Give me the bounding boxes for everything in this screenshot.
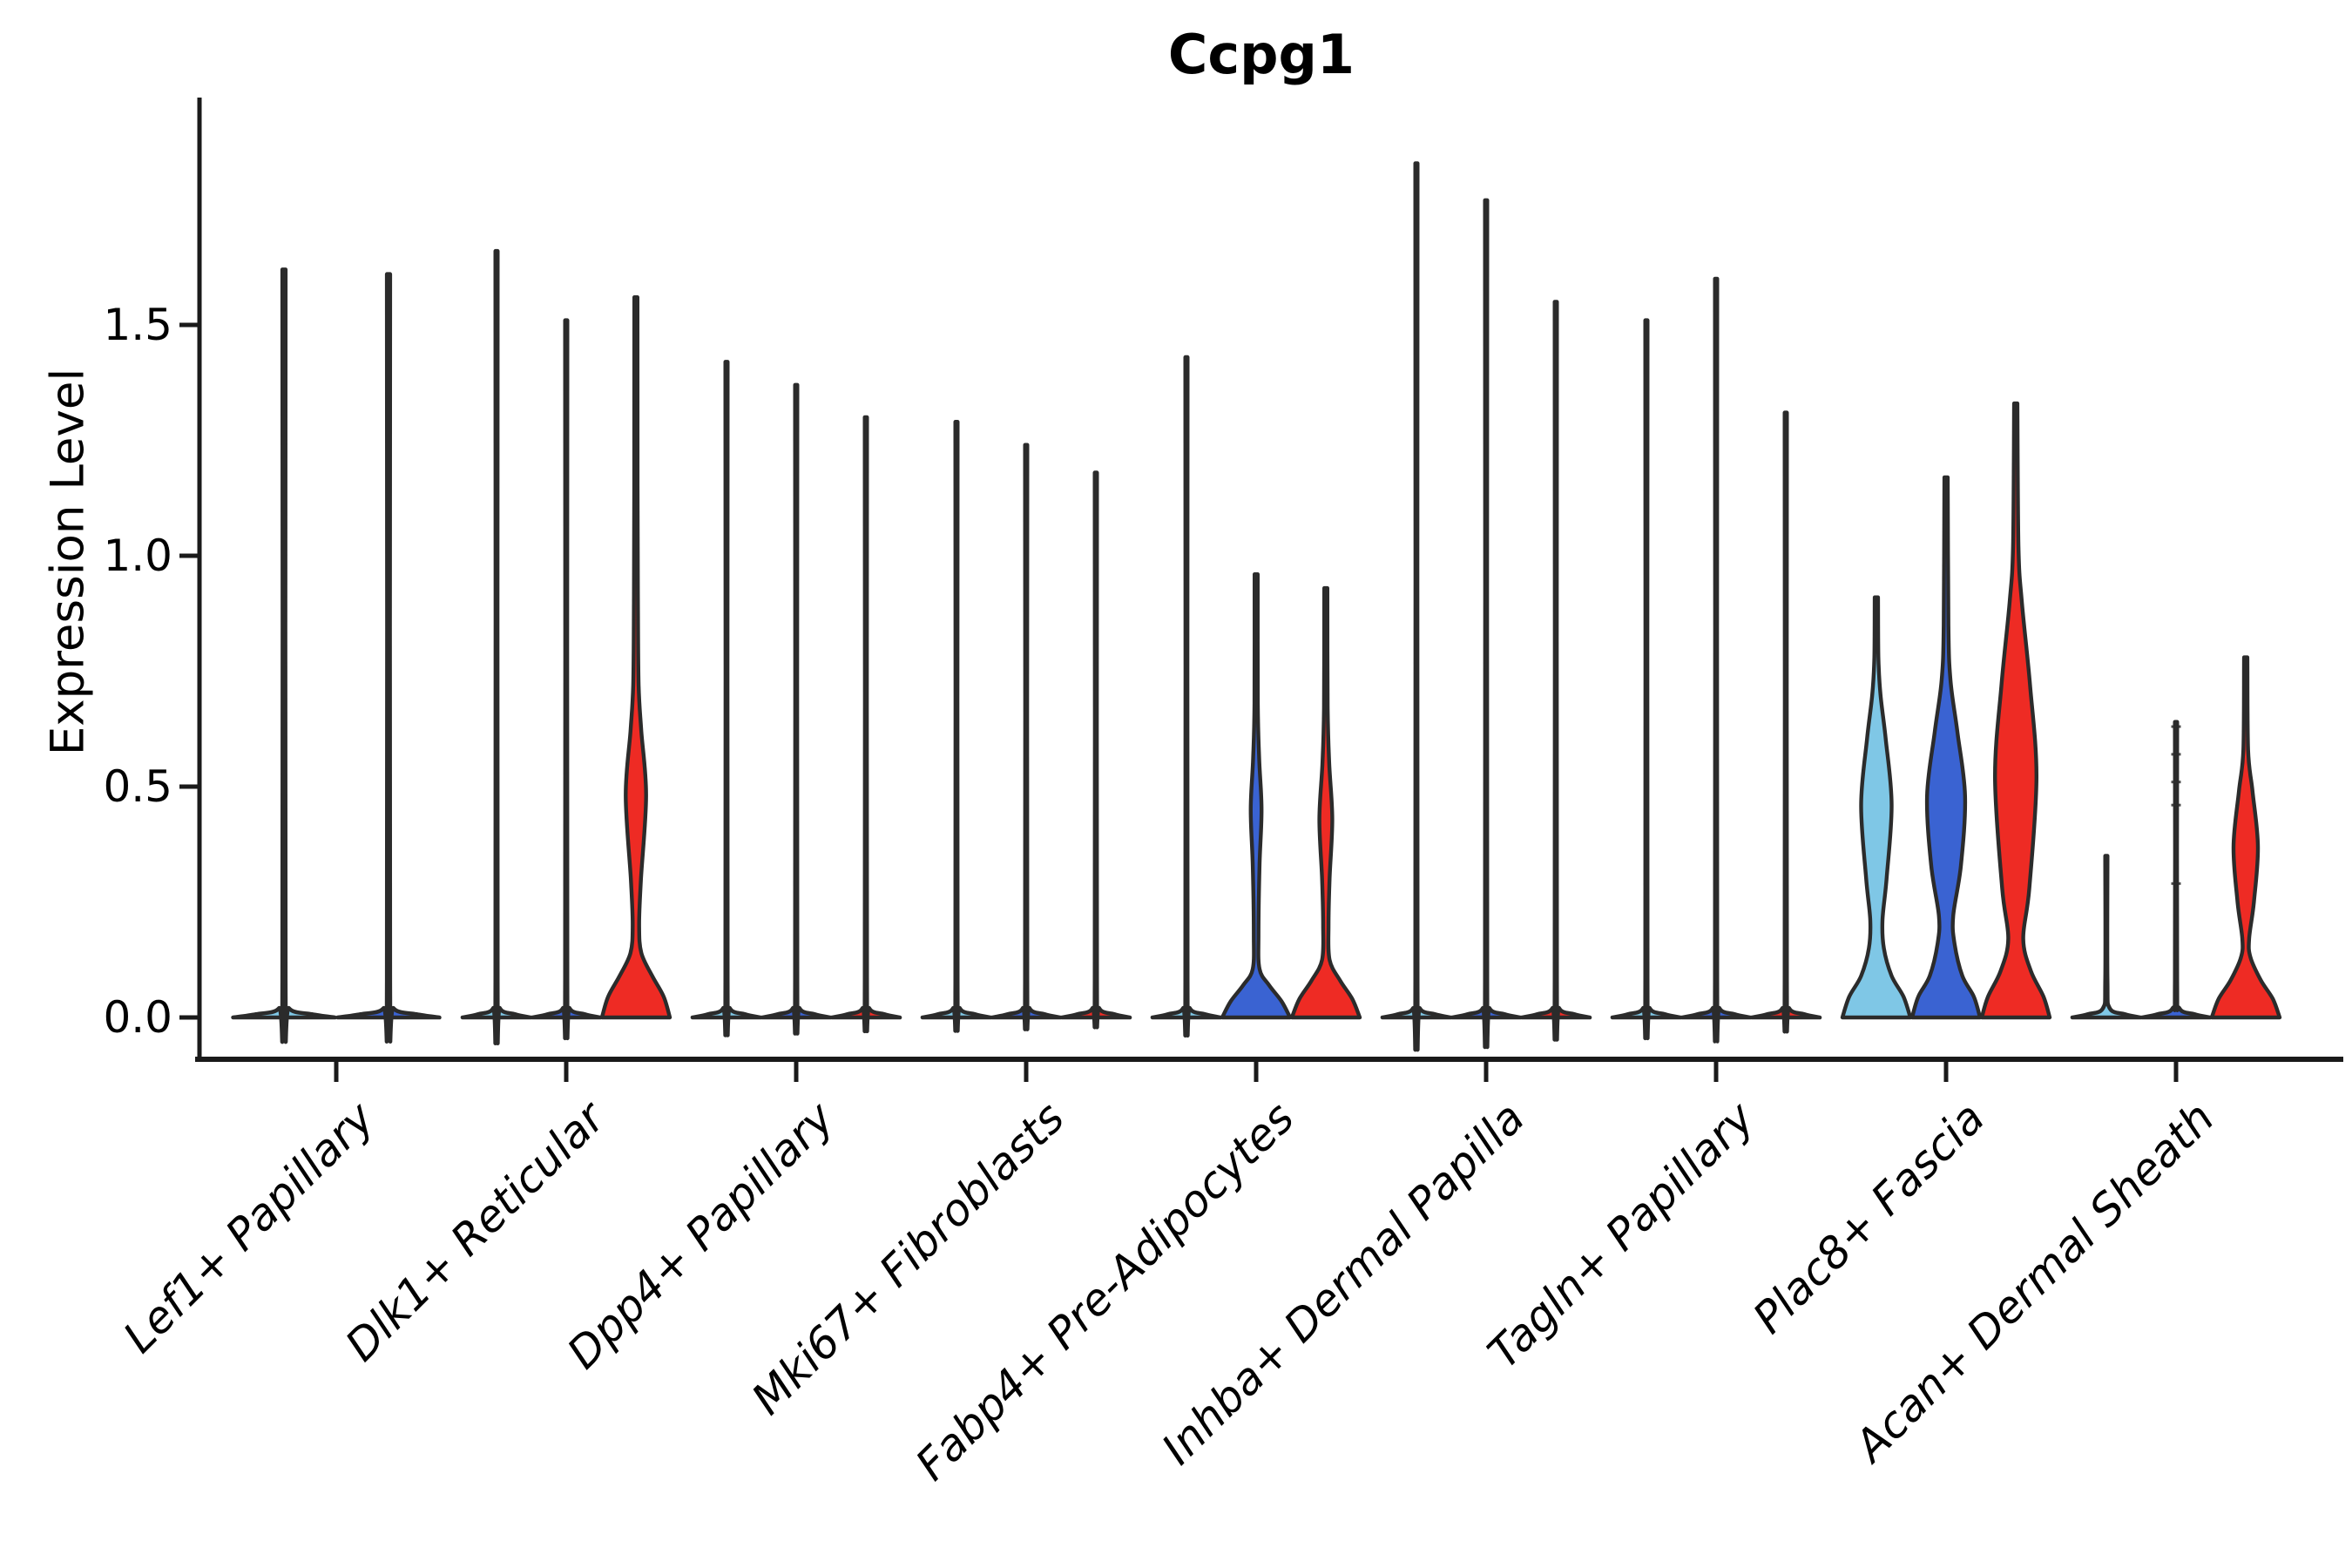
violin-inhba-blue xyxy=(1450,198,1523,1050)
expression-point-mark xyxy=(2171,803,2181,807)
violin-fabp4-blue xyxy=(1220,572,1293,1020)
y-tick-label: 0.5 xyxy=(103,761,172,812)
violin-mki67-blue xyxy=(990,443,1063,1031)
violin-dlk1-blue xyxy=(530,318,603,1041)
violin-inhba-red xyxy=(1519,300,1592,1042)
violin-dpp4-light_blue xyxy=(690,360,763,1037)
chart-title: Ccpg1 xyxy=(1167,23,1355,86)
violin-dpp4-blue xyxy=(760,382,833,1036)
violin-dlk1-light_blue xyxy=(460,248,533,1045)
violin-tagln-red xyxy=(1749,410,1822,1034)
violin-dlk1-red xyxy=(599,295,672,1020)
violin-tagln-light_blue xyxy=(1610,318,1683,1041)
expression-point-mark xyxy=(2171,781,2181,784)
violin-acan-blue xyxy=(2139,720,2213,1020)
violin-fabp4-red xyxy=(1289,585,1362,1020)
y-tick-label: 1.5 xyxy=(103,300,172,350)
violin-dpp4-red xyxy=(829,415,902,1034)
violin-acan-red xyxy=(2209,655,2282,1020)
violin-plac8-blue xyxy=(1909,475,1983,1020)
y-tick-label: 0.0 xyxy=(103,992,172,1043)
violin-mki67-red xyxy=(1059,470,1132,1030)
violin-acan-light_blue xyxy=(2070,854,2143,1020)
violin-lef1-light_blue xyxy=(231,267,337,1044)
violin-plac8-red xyxy=(1979,401,2052,1020)
violin-mki67-light_blue xyxy=(920,420,993,1033)
y-tick-label: 1.0 xyxy=(103,531,172,581)
violin-plac8-light_blue xyxy=(1840,595,1913,1020)
expression-point-mark xyxy=(2171,725,2181,728)
expression-point-mark xyxy=(2171,753,2181,756)
violin-fabp4-light_blue xyxy=(1150,355,1223,1037)
expression-point-mark xyxy=(2171,882,2181,885)
violin-tagln-blue xyxy=(1680,276,1753,1044)
violin-lef1-blue xyxy=(335,272,442,1044)
violin-inhba-light_blue xyxy=(1380,161,1453,1052)
